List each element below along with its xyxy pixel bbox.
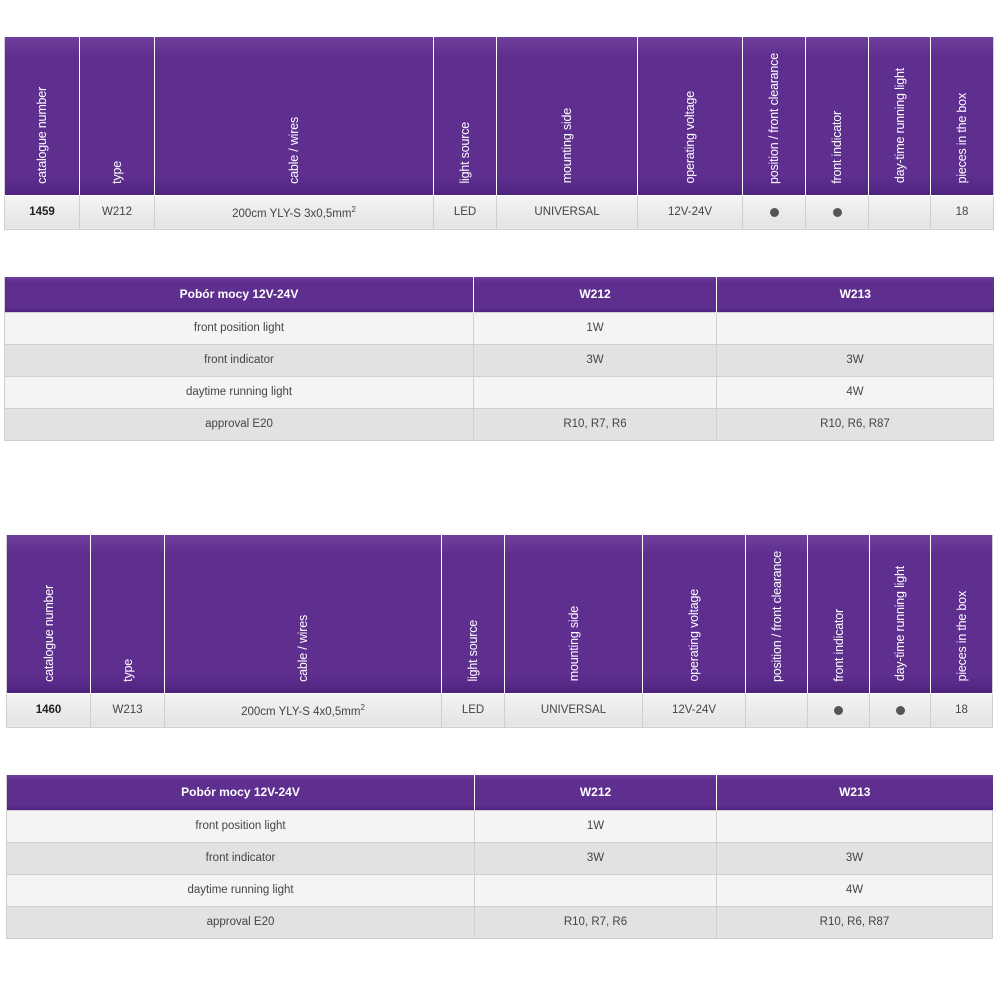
position-front-clearance-cell [745,692,808,728]
power-row-label: daytime running light [6,873,475,907]
header-catalogue-number: catalogue number [4,37,80,196]
daytime-running-light-cell [868,194,931,230]
feature-dot-icon [834,706,843,716]
cable-sup: 2 [351,204,356,214]
header-cable-wires: cable / wires [154,37,434,196]
power-value-w212: 1W [473,311,717,345]
power-value-w212: 3W [473,343,717,377]
light-source-cell: LED [433,194,497,230]
power-header-title: Pobór mocy 12V-24V [4,277,474,312]
power-row-label: front indicator [6,841,475,875]
power-value-w212: R10, R7, R6 [474,905,717,939]
daytime-running-light-cell [869,692,931,728]
power-value-w213 [716,809,993,843]
spec-table-1460: catalogue number type cable / wires ligh… [6,535,993,728]
pieces-in-box-cell: 18 [930,692,993,728]
front-indicator-cell [805,194,869,230]
power-row-approval: approval E20 R10, R7, R6 R10, R6, R87 [4,407,994,441]
power-value-w212: R10, R7, R6 [473,407,717,441]
header-catalogue-number: catalogue number [6,535,91,694]
power-value-w212: 3W [474,841,717,875]
power-row-daytime-running-light: daytime running light 4W [6,873,993,907]
type-cell: W212 [79,194,155,230]
front-indicator-cell [807,692,870,728]
power-row-approval: approval E20 R10, R7, R6 R10, R6, R87 [6,905,993,939]
pieces-in-box-cell: 18 [930,194,994,230]
header-front-indicator: front indicator [805,37,869,196]
cable-cell: 200cm YLY-S 3x0,5mm2 [154,194,434,230]
power-row-label: approval E20 [6,905,475,939]
power-header-w212: W212 [473,277,717,312]
header-light-source: light source [433,37,497,196]
power-header-w213: W213 [716,775,993,810]
mounting-side-cell: UNIVERSAL [496,194,638,230]
power-table-2: Pobór mocy 12V-24V W212 W213 front posit… [6,775,993,939]
light-source-cell: LED [441,692,505,728]
cable-cell: 200cm YLY-S 4x0,5mm2 [164,692,442,728]
power-value-w213: 3W [716,343,994,377]
power-value-w213: 3W [716,841,993,875]
spec-header-row: catalogue number type cable / wires ligh… [4,37,994,196]
header-position-front-clearance: position / front clearance [742,37,806,196]
power-header-row: Pobór mocy 12V-24V W212 W213 [6,775,993,810]
power-row-daytime-running-light: daytime running light 4W [4,375,994,409]
power-row-label: front indicator [4,343,474,377]
header-operating-voltage: operating voltage [642,535,746,694]
power-value-w213: R10, R6, R87 [716,905,993,939]
power-header-w213: W213 [716,277,994,312]
header-pieces-in-box: pieces in the box [930,535,993,694]
feature-dot-icon [769,208,779,218]
header-operating-voltage: operating voltage [637,37,743,196]
power-value-w212: 1W [474,809,717,843]
cable-text: 200cm YLY-S 4x0,5mm [241,705,361,718]
power-row-front-indicator: front indicator 3W 3W [6,841,993,875]
header-position-front-clearance: position / front clearance [745,535,808,694]
feature-dot-icon [895,706,905,716]
cable-sup: 2 [360,702,365,712]
operating-voltage-cell: 12V-24V [637,194,743,230]
power-row-front-position-light: front position light 1W [4,311,994,345]
header-pieces-in-box: pieces in the box [930,37,994,196]
power-header-title: Pobór mocy 12V-24V [6,775,475,810]
spec-header-row: catalogue number type cable / wires ligh… [6,535,993,694]
header-daytime-running-light: day-time running light [869,535,931,694]
power-row-label: approval E20 [4,407,474,441]
header-cable-wires: cable / wires [164,535,442,694]
power-value-w213: R10, R6, R87 [716,407,994,441]
catalogue-number-cell: 1459 [4,194,80,230]
power-value-w212 [474,873,717,907]
type-cell: W213 [90,692,165,728]
cable-text: 200cm YLY-S 3x0,5mm [232,207,352,220]
header-daytime-running-light: day-time running light [868,37,931,196]
mounting-side-cell: UNIVERSAL [504,692,643,728]
spec-data-row: 1460 W213 200cm YLY-S 4x0,5mm2 LED UNIVE… [6,692,993,728]
power-row-front-indicator: front indicator 3W 3W [4,343,994,377]
header-front-indicator: front indicator [807,535,870,694]
spec-table-1459: catalogue number type cable / wires ligh… [4,37,994,230]
power-value-w212 [473,375,717,409]
catalogue-number-cell: 1460 [6,692,91,728]
feature-dot-icon [832,208,842,218]
power-row-label: daytime running light [4,375,474,409]
header-type: type [90,535,165,694]
header-light-source: light source [441,535,505,694]
header-type: type [79,37,155,196]
power-header-row: Pobór mocy 12V-24V W212 W213 [4,277,994,312]
power-header-w212: W212 [474,775,717,810]
power-row-label: front position light [4,311,474,345]
power-row-front-position-light: front position light 1W [6,809,993,843]
header-mounting-side: mounting side [504,535,643,694]
power-table-1: Pobór mocy 12V-24V W212 W213 front posit… [4,277,994,441]
spec-data-row: 1459 W212 200cm YLY-S 3x0,5mm2 LED UNIVE… [4,194,994,230]
header-mounting-side: mounting side [496,37,638,196]
power-value-w213: 4W [716,873,993,907]
power-value-w213 [716,311,994,345]
power-value-w213: 4W [716,375,994,409]
operating-voltage-cell: 12V-24V [642,692,746,728]
power-row-label: front position light [6,809,475,843]
position-front-clearance-cell [742,194,806,230]
